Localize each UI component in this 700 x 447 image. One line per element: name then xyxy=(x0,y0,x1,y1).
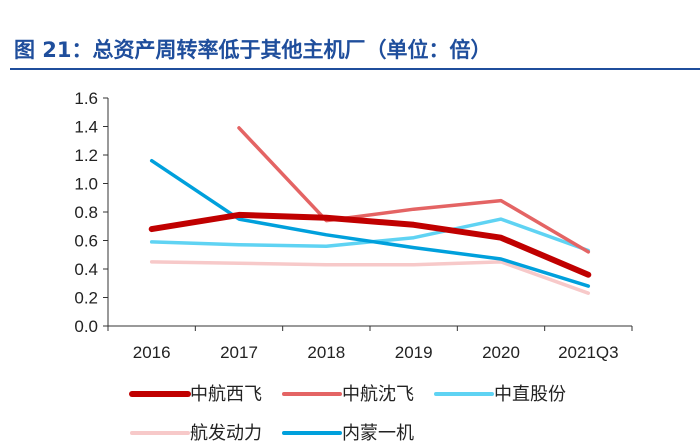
y-tick-label: 1.4 xyxy=(74,118,98,137)
y-tick-label: 0.0 xyxy=(74,317,98,336)
series-line-2 xyxy=(237,126,591,254)
series-line-4 xyxy=(149,260,591,295)
legend-label: 中航西飞 xyxy=(190,384,262,405)
y-tick-label: 0.2 xyxy=(74,289,98,308)
legend-label: 中直股份 xyxy=(494,384,566,405)
x-tick-label: 2016 xyxy=(133,343,171,362)
y-tick-label: 0.6 xyxy=(74,232,98,251)
y-tick-label: 1.0 xyxy=(74,175,98,194)
legend-label: 内蒙一机 xyxy=(342,423,414,444)
series-line-1 xyxy=(148,211,592,278)
y-tick-label: 0.8 xyxy=(74,203,98,222)
y-tick-label: 0.4 xyxy=(74,260,98,279)
y-tick-label: 1.6 xyxy=(74,89,98,108)
x-tick-label: 2020 xyxy=(482,343,520,362)
chart-title: 图 21：总资产周转率低于其他主机厂（单位：倍） xyxy=(14,38,492,62)
legend-label: 航发动力 xyxy=(190,423,262,444)
series-line-5 xyxy=(149,158,591,288)
y-tick-label: 1.2 xyxy=(74,146,98,165)
x-tick-label: 2018 xyxy=(307,343,345,362)
x-tick-label: 2017 xyxy=(220,343,258,362)
x-tick-label: 2019 xyxy=(395,343,433,362)
x-tick-label: 2021Q3 xyxy=(558,343,619,362)
legend-label: 中航沈飞 xyxy=(342,384,414,405)
title-underline xyxy=(10,68,700,70)
